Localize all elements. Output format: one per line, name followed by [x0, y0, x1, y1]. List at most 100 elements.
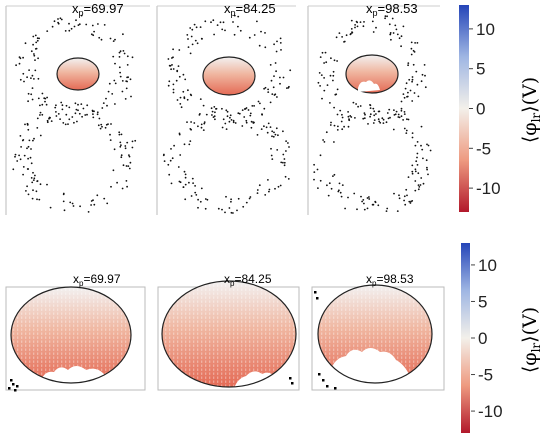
particle-dot	[354, 117, 356, 119]
top-panel-3-white-patch	[358, 80, 380, 92]
particle-dot	[363, 21, 365, 23]
particle-dot	[92, 34, 95, 37]
particle-dot	[283, 164, 286, 167]
particle-dot	[285, 140, 287, 143]
particle-dot	[14, 153, 17, 156]
top-colorbar-gradient	[459, 5, 469, 212]
particle-dot	[414, 189, 417, 192]
particle-dot	[224, 122, 227, 125]
particle-dot	[333, 141, 335, 143]
particle-dot	[251, 105, 254, 107]
particle-dot	[131, 56, 134, 59]
particle-dot	[34, 59, 36, 61]
particle-dot	[398, 116, 401, 119]
particle-dot	[384, 17, 386, 20]
particle-dot	[416, 152, 419, 155]
particle-dot	[417, 95, 420, 98]
particle-dot	[98, 117, 101, 120]
bottom-panel-2: xp=84.25	[157, 272, 300, 391]
particle-dot	[130, 95, 132, 98]
particle-dot	[86, 113, 88, 116]
particle-dot	[382, 122, 385, 124]
particle-dot	[177, 65, 180, 67]
particle-dot	[41, 92, 44, 95]
particle-dot	[199, 26, 202, 28]
particle-dot	[36, 127, 39, 129]
particle-dot	[121, 90, 124, 93]
particle-dot	[361, 200, 363, 203]
particle-dot	[323, 62, 325, 64]
particle-dot	[410, 47, 413, 50]
particle-dot	[187, 89, 189, 92]
particle-dot	[232, 212, 234, 214]
particle-dot	[276, 149, 279, 151]
particle-dot	[400, 35, 403, 38]
particle-dot	[178, 49, 181, 51]
particle-dot	[171, 57, 173, 59]
particle-dot	[183, 97, 186, 100]
particle-dot	[248, 36, 251, 39]
particle-dot	[195, 26, 198, 29]
particle-dot	[93, 203, 96, 206]
particle-dot	[92, 199, 94, 202]
particle-dot	[80, 14, 83, 17]
particle-dot	[8, 387, 11, 390]
particle-dot	[426, 168, 428, 171]
particle-dot	[427, 173, 429, 176]
particle-dot	[46, 119, 49, 122]
particle-dot	[167, 163, 170, 166]
particle-dot	[248, 197, 251, 200]
particle-dot	[318, 373, 321, 376]
bottom-panel-1-title: xp=69.97	[73, 272, 121, 288]
particle-dot	[252, 122, 255, 124]
particle-dot	[273, 131, 275, 134]
particle-dot	[213, 33, 216, 36]
particle-dot	[392, 32, 395, 34]
particle-dot	[411, 78, 414, 81]
particle-dot	[73, 25, 76, 28]
particle-dot	[400, 100, 403, 103]
particle-dot	[96, 111, 99, 114]
particle-dot	[65, 113, 68, 116]
particle-dot	[363, 202, 365, 205]
particle-dot	[32, 35, 35, 38]
particle-dot	[393, 109, 395, 111]
particle-dot	[226, 115, 229, 118]
particle-dot	[238, 112, 241, 115]
particle-dot	[269, 126, 272, 128]
particle-dot	[70, 27, 73, 30]
particle-dot	[332, 175, 334, 178]
particle-dot	[36, 180, 39, 183]
particle-dot	[191, 43, 194, 46]
top-panel-3-title: xp=98.53	[366, 1, 418, 18]
particle-dot	[269, 101, 272, 104]
particle-dot	[373, 114, 376, 117]
colorbar-tick-label: 10	[478, 256, 497, 275]
particle-dot	[282, 153, 285, 156]
particle-dot	[31, 74, 34, 77]
particle-dot	[46, 30, 49, 32]
particle-dot	[30, 162, 33, 165]
particle-dot	[22, 56, 24, 59]
particle-dot	[420, 80, 423, 83]
particle-dot	[103, 197, 106, 200]
particle-dot	[189, 52, 192, 55]
particle-dot	[31, 181, 34, 184]
bottom-panel-2-title: xp=84.25	[224, 272, 272, 288]
particle-dot	[205, 113, 208, 116]
particle-dot	[321, 51, 324, 54]
particle-dot	[393, 192, 395, 195]
particle-dot	[389, 32, 392, 34]
particle-dot	[39, 183, 42, 186]
particle-dot	[355, 20, 358, 23]
particle-dot	[32, 179, 35, 182]
particle-dot	[68, 106, 71, 109]
particle-dot	[229, 114, 232, 117]
particle-dot	[253, 34, 256, 36]
particle-dot	[119, 141, 122, 144]
particle-dot	[169, 64, 172, 67]
particle-dot	[263, 87, 265, 90]
particle-dot	[420, 125, 423, 128]
particle-dot	[245, 201, 248, 204]
particle-dot	[134, 139, 137, 142]
